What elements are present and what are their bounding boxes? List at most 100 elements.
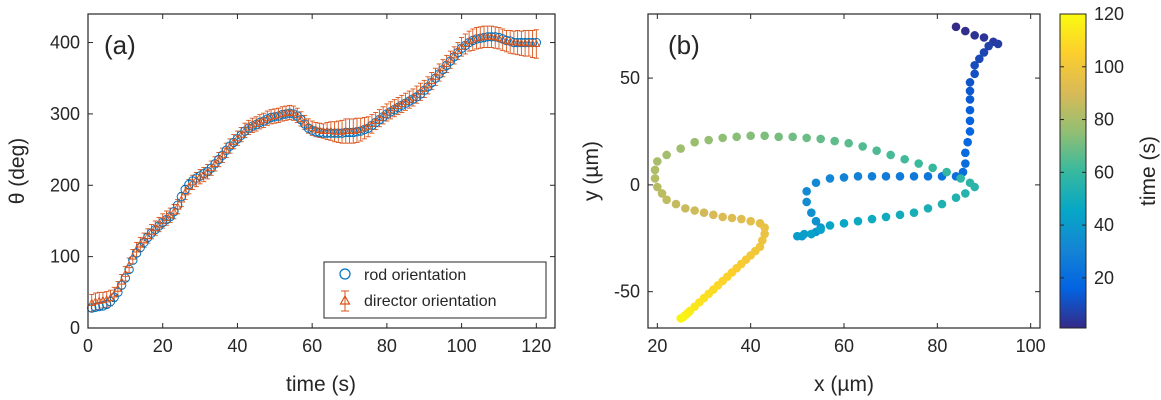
trajectory-point <box>909 172 919 181</box>
trajectory-point <box>727 213 737 223</box>
trajectory-point <box>963 137 972 147</box>
legend-box <box>323 261 547 319</box>
director-point <box>128 252 137 260</box>
director-point <box>237 130 246 138</box>
y-tick-label: 0 <box>630 175 640 195</box>
panel-b-y-ticks: -50 0 50 <box>614 68 1040 302</box>
trajectory-point <box>774 132 783 142</box>
director-point <box>528 39 537 47</box>
director-point <box>487 32 496 40</box>
trajectory-point <box>676 144 685 153</box>
director-point <box>300 118 309 126</box>
director-point <box>173 202 182 210</box>
director-point <box>218 150 227 159</box>
trajectory-point <box>965 86 975 96</box>
director-point <box>155 220 163 228</box>
colorbar-tick-label: 80 <box>1094 110 1114 130</box>
panel-a-y-ticks: 0 100 200 300 400 <box>50 33 555 338</box>
y-tick-label: 0 <box>70 318 80 338</box>
colorbar-tick-label: 40 <box>1094 215 1114 235</box>
x-tick-label: 100 <box>1016 336 1046 356</box>
colorbar-ticks: 20 40 60 80 100 120 <box>1060 4 1124 288</box>
rod-point <box>128 255 138 265</box>
trajectory-point <box>690 137 699 147</box>
trajectory-point <box>800 229 809 239</box>
director-point <box>442 59 451 67</box>
trajectory-point <box>886 150 895 160</box>
director-point <box>521 38 530 47</box>
x-tick-label: 80 <box>927 336 947 356</box>
director-point <box>110 290 119 298</box>
director-point <box>532 39 541 47</box>
director-point <box>506 37 515 45</box>
director-point <box>143 231 152 239</box>
trajectory-point <box>895 210 905 220</box>
director-point <box>319 126 328 134</box>
director-point <box>285 108 294 116</box>
director-point <box>304 121 313 129</box>
legend-rod-label: rod orientation <box>364 267 466 284</box>
colorbar: 20 40 60 80 100 120 time (s) <box>1059 4 1160 329</box>
director-point <box>480 32 488 40</box>
director-point <box>106 293 115 301</box>
director-orientation-series <box>87 32 541 306</box>
director-point <box>203 167 212 175</box>
trajectory-point <box>867 172 877 181</box>
y-tick-label: 100 <box>50 247 80 267</box>
trajectory-point <box>923 204 933 213</box>
trajectory-point <box>681 204 690 213</box>
y-tick-label: 300 <box>50 104 80 124</box>
trajectory-point <box>825 174 835 183</box>
trajectory-point <box>653 157 662 166</box>
rod-point <box>90 302 101 313</box>
director-point <box>125 260 134 269</box>
director-point <box>136 240 145 248</box>
trajectory-points <box>650 22 1003 323</box>
trajectory-point <box>979 33 989 42</box>
director-point <box>495 33 503 42</box>
legend-director-marker <box>339 290 351 312</box>
director-point <box>427 76 436 85</box>
trajectory-point <box>737 214 746 224</box>
rod-point <box>516 37 527 48</box>
trajectory-point <box>853 216 863 226</box>
director-point <box>289 108 298 117</box>
trajectory-point <box>825 221 835 230</box>
director-point <box>524 38 533 47</box>
panel-b-x-ticks: 20 40 60 80 100 <box>647 14 1046 356</box>
director-point <box>420 84 429 92</box>
director-point <box>207 163 216 172</box>
director-point <box>397 99 406 107</box>
panel-b-x-axis-label: x (µm) <box>814 373 874 396</box>
director-point <box>386 105 395 114</box>
rod-point <box>176 191 187 202</box>
director-point <box>252 119 261 127</box>
trajectory-point <box>760 131 769 141</box>
director-point <box>334 127 343 135</box>
trajectory-point <box>807 229 816 239</box>
x-tick-label: 20 <box>647 336 667 356</box>
trajectory-point <box>961 26 970 36</box>
director-point <box>214 155 223 163</box>
trajectory-point <box>662 195 671 205</box>
panel-a-x-ticks: 0 20 40 60 80 100 120 <box>83 14 551 356</box>
trajectory-point <box>746 216 755 226</box>
colorbar-tick-label: 20 <box>1094 268 1114 288</box>
director-point <box>424 80 432 89</box>
director-point <box>483 32 492 40</box>
director-point <box>259 115 268 124</box>
legend-director-label: director orientation <box>364 293 497 310</box>
director-point <box>297 114 305 122</box>
director-point <box>453 46 462 55</box>
director-point <box>446 55 455 63</box>
director-point <box>502 36 511 45</box>
director-point <box>196 172 205 180</box>
trajectory-point <box>653 182 662 192</box>
director-point <box>517 38 526 47</box>
director-point <box>166 210 175 219</box>
panel-b-label: (b) <box>668 30 700 60</box>
panel-a-y-axis-label: θ (deg) <box>6 138 29 205</box>
trajectory-point <box>942 167 951 177</box>
trajectory-point <box>830 136 839 146</box>
